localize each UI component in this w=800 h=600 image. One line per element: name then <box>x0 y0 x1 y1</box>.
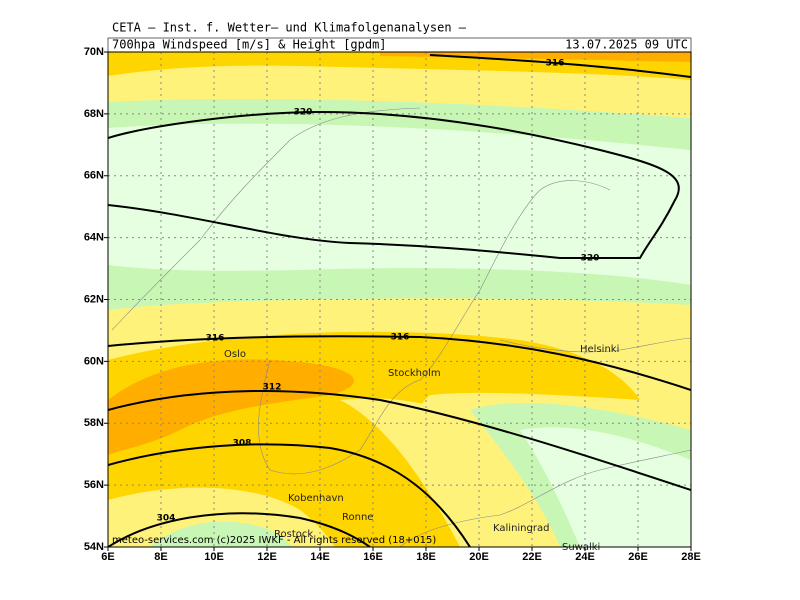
contour-label: 320 <box>294 108 313 118</box>
header: CETA — Inst. f. Wetter— und Klimafolgena… <box>112 21 467 35</box>
x-tick-label: 18E <box>416 551 436 563</box>
contour-label: 312 <box>263 383 282 393</box>
city-label: Helsinki <box>580 344 619 355</box>
y-tick-label: 56N <box>84 479 104 491</box>
city-label: Kobenhavn <box>288 493 344 504</box>
band-gold <box>108 52 691 80</box>
y-tick-label: 58N <box>84 417 104 429</box>
y-tick-label: 54N <box>84 541 104 553</box>
x-tick-label: 6E <box>101 551 114 563</box>
x-tick-label: 22E <box>522 551 542 563</box>
band-orange-2 <box>108 359 354 455</box>
y-tick-label: 64N <box>84 232 104 244</box>
y-tick-label: 62N <box>84 293 104 305</box>
contour-label: 320 <box>581 254 600 264</box>
contour-label: 316 <box>391 333 410 343</box>
city-label: Rostock <box>274 529 313 540</box>
timestamp: 13.07.2025 09 UTC <box>565 38 688 52</box>
contour-label: 316 <box>206 334 225 344</box>
x-tick-label: 28E <box>681 551 701 563</box>
coastline <box>258 180 611 475</box>
contour-label: 308 <box>233 439 252 449</box>
contour-labels: 316 320 320 316 316 312 308 304 <box>157 59 600 524</box>
y-tick-label: 68N <box>84 108 104 120</box>
title: 700hpa Windspeed [m/s] & Height [gpdm] <box>112 38 387 52</box>
band-lightgreen-2 <box>520 427 691 547</box>
height-contour <box>108 512 371 547</box>
y-tick-label: 70N <box>84 46 104 58</box>
height-contour <box>108 335 691 391</box>
band-lightgreen <box>108 123 691 285</box>
x-tick-label: 8E <box>154 551 167 563</box>
city-label: Oslo <box>224 349 246 360</box>
city-label: Kaliningrad <box>493 523 549 534</box>
y-tick-label: 60N <box>84 355 104 367</box>
height-contour <box>108 390 691 491</box>
x-tick-label: 16E <box>363 551 383 563</box>
band-green-2 <box>150 521 292 547</box>
graticule <box>108 52 691 547</box>
city-label: Ronne <box>342 512 373 523</box>
band-orange <box>380 52 691 62</box>
contour-label: 304 <box>157 514 176 524</box>
contour-label: 316 <box>546 59 565 69</box>
x-tick-label: 24E <box>575 551 595 563</box>
footer: meteo-services.com (c)2025 IWKF - All ri… <box>112 535 436 546</box>
height-contour <box>429 54 691 78</box>
wind-fields <box>108 52 691 547</box>
x-tick-label: 20E <box>469 551 489 563</box>
coastline <box>111 107 421 331</box>
city-label: Stockholm <box>388 368 441 379</box>
x-tick-label: 12E <box>257 551 277 563</box>
y-tick-label: 66N <box>84 170 104 182</box>
height-contour <box>108 110 680 259</box>
band-yellow-3 <box>340 398 560 547</box>
x-tick-label: 26E <box>628 551 648 563</box>
height-contour <box>108 443 471 547</box>
band-yellow-4 <box>108 487 335 547</box>
x-tick-label: 14E <box>310 551 330 563</box>
x-tick-label: 10E <box>204 551 224 563</box>
coastline <box>399 449 691 547</box>
contours <box>108 54 691 547</box>
